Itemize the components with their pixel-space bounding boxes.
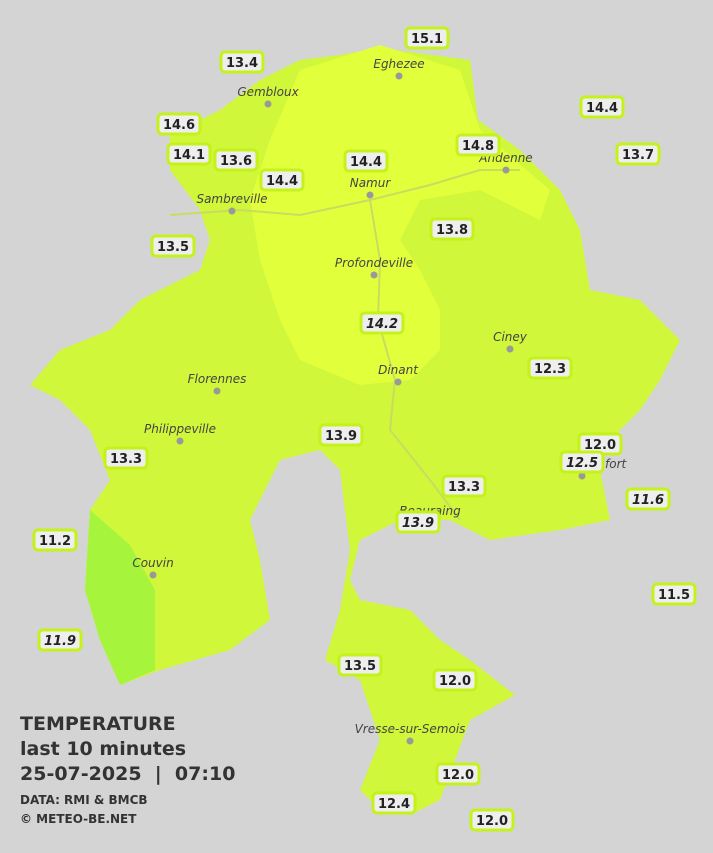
station-value: 14.4 (586, 101, 618, 116)
station-value: 11.6 (632, 493, 664, 508)
station-value: 14.8 (462, 139, 494, 154)
city-dot (264, 100, 272, 108)
station-box (259, 168, 305, 192)
station-value: 12.0 (584, 438, 616, 453)
station-box (559, 450, 605, 474)
city-dot (213, 387, 221, 395)
legend-subtitle: last 10 minutes (20, 738, 186, 760)
city-label: Eghezee (373, 57, 424, 71)
cool-zone (85, 510, 155, 685)
station-box (625, 487, 671, 511)
station-box (219, 50, 265, 74)
station-value: 12.0 (476, 814, 508, 829)
station-value: 11.2 (39, 534, 71, 549)
station-box (32, 528, 78, 552)
station-value: 13.4 (226, 56, 258, 71)
station-value: 11.9 (44, 634, 76, 649)
station-box (579, 95, 625, 119)
station-box (343, 149, 389, 173)
city-label: Namur (350, 176, 392, 190)
station-value: 14.2 (366, 317, 398, 332)
station-value: 14.4 (266, 174, 298, 189)
city-label: Sambreville (196, 192, 267, 206)
city-label: Gembloux (237, 85, 299, 99)
station-box (337, 653, 383, 677)
city-label: Ciney (493, 330, 528, 344)
station-value: 13.9 (402, 516, 434, 531)
station-box (651, 582, 697, 606)
city-dot (149, 571, 157, 579)
station-box (455, 133, 501, 157)
city-label: Couvin (132, 556, 173, 570)
station-box (150, 234, 196, 258)
legend-datetime: 25-07-2025 | 07:10 (20, 763, 235, 785)
city-label: Vresse-sur-Semois (355, 722, 466, 736)
station-box (103, 446, 149, 470)
legend-title: TEMPERATURE (20, 713, 176, 735)
station-value: 14.6 (163, 118, 195, 133)
station-box (395, 510, 441, 534)
station-value: 13.9 (325, 429, 357, 444)
station-box (359, 311, 405, 335)
station-value: 12.4 (378, 797, 410, 812)
station-box (435, 762, 481, 786)
station-box (156, 112, 202, 136)
station-value: 13.6 (220, 154, 252, 169)
city-dot (366, 191, 374, 199)
station-box (404, 26, 450, 50)
station-value: 13.8 (436, 223, 468, 238)
station-value: 14.4 (350, 155, 382, 170)
city-dot (502, 166, 510, 174)
station-box (441, 474, 487, 498)
station-box (371, 791, 417, 815)
station-value: 13.3 (448, 480, 480, 495)
station-box (469, 808, 515, 832)
station-value: 12.5 (566, 456, 598, 471)
station-value: 12.3 (534, 362, 566, 377)
city-dot (228, 207, 236, 215)
city-label: Dinant (378, 363, 419, 377)
station-box (615, 142, 661, 166)
city-dot (394, 378, 402, 386)
city-dot (406, 737, 414, 745)
river (369, 199, 461, 521)
city-dot (176, 437, 184, 445)
station-value: 11.5 (658, 588, 690, 603)
city-dot (578, 472, 586, 480)
station-value: 13.5 (344, 659, 376, 674)
station-box (527, 356, 573, 380)
station-value: 12.0 (442, 768, 474, 783)
city-dot (395, 72, 403, 80)
legend-source: DATA: RMI & BMCB (20, 793, 148, 807)
legend-credit: © METEO-BE.NET (20, 812, 137, 826)
city-dot (370, 271, 378, 279)
station-value: 13.3 (110, 452, 142, 467)
city-label: Profondeville (335, 256, 413, 270)
station-value: 13.5 (157, 240, 189, 255)
warm-zone (250, 45, 550, 385)
station-box (37, 628, 83, 652)
city-label: Florennes (188, 372, 247, 386)
station-value: 12.0 (439, 674, 471, 689)
station-value: 13.7 (622, 148, 654, 163)
station-box (432, 668, 478, 692)
station-box (429, 217, 475, 241)
station-value: 15.1 (411, 32, 443, 47)
city-label: Philippeville (144, 422, 216, 436)
city-dot (506, 345, 514, 353)
station-box (166, 142, 212, 166)
station-box (213, 148, 259, 172)
station-value: 14.1 (173, 148, 205, 163)
station-box (318, 423, 364, 447)
